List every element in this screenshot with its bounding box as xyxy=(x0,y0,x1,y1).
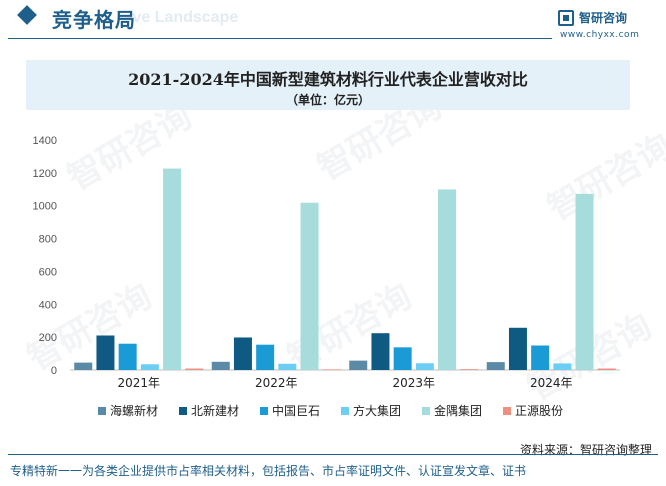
legend-label: 海螺新材 xyxy=(110,403,158,418)
diamond-icon xyxy=(17,5,37,25)
bar-4 xyxy=(553,363,572,370)
y-tick-label: 1000 xyxy=(33,201,57,213)
chart-title: 2021-2024年中国新型建筑材料行业代表企业营收对比 xyxy=(128,70,528,89)
header-ghost-text: ive Landscape xyxy=(128,9,239,26)
bar-1 xyxy=(74,362,93,370)
bar-1 xyxy=(486,362,505,370)
legend-swatch xyxy=(260,407,268,415)
bar-5 xyxy=(163,168,182,370)
y-tick-label: 200 xyxy=(39,332,57,344)
bar-3 xyxy=(256,344,275,370)
y-tick-label: 600 xyxy=(39,266,57,278)
header-divider xyxy=(8,38,552,39)
bar-3 xyxy=(393,347,412,370)
header: ive Landscape 竞争格局 xyxy=(0,0,666,42)
bar-6 xyxy=(322,369,341,370)
bar-4 xyxy=(278,363,297,370)
legend-label: 方大集团 xyxy=(353,403,401,418)
y-tick-label: 0 xyxy=(51,365,57,377)
brand-logo[interactable]: 智研咨询 www.chyxx.com xyxy=(558,9,640,41)
bar-1 xyxy=(211,361,230,370)
bar-chart: 0 200 400 600 800 1000 1200 1400 2021年 2022年 2023年… xyxy=(33,135,620,418)
legend-swatch xyxy=(179,407,187,415)
y-tick-label: 1200 xyxy=(33,168,57,180)
x-tick-label: 2022年 xyxy=(255,376,298,390)
bar-4 xyxy=(415,363,434,370)
bar-6 xyxy=(185,368,204,370)
chart-title-box: 2021-2024年中国新型建筑材料行业代表企业营收对比 （单位：亿元） xyxy=(26,60,630,110)
source-note: 资料来源：智研咨询整理 xyxy=(519,443,652,457)
bar-4 xyxy=(140,364,159,370)
legend-label: 北新建材 xyxy=(191,403,239,418)
x-tick-label: 2023年 xyxy=(392,376,435,390)
logo-name: 智研咨询 xyxy=(579,11,628,25)
bar-6 xyxy=(460,369,479,370)
legend-swatch xyxy=(341,407,349,415)
legend-swatch xyxy=(422,407,430,415)
legend-label: 正源股份 xyxy=(515,404,563,418)
bar-2 xyxy=(96,335,115,370)
footer-divider xyxy=(8,454,658,455)
footer-text: 专精特新一一为各类企业提供市占率相关材料，包括报告、市占率证明文件、认证宣发文章… xyxy=(10,464,527,478)
legend-swatch xyxy=(98,407,106,415)
legend-label: 中国巨石 xyxy=(272,403,320,418)
section-title: 竞争格局 xyxy=(52,8,136,32)
bar-2 xyxy=(371,333,390,370)
y-tick-label: 400 xyxy=(39,299,57,311)
bar-2 xyxy=(233,337,252,370)
chart-unit: （单位：亿元） xyxy=(285,93,370,107)
bar-3 xyxy=(531,345,550,370)
bar-5 xyxy=(300,202,319,370)
y-tick-label: 1400 xyxy=(33,135,57,147)
bar-6 xyxy=(597,368,616,370)
bar-3 xyxy=(118,343,137,370)
x-tick-label: 2021年 xyxy=(117,376,160,390)
logo-icon xyxy=(558,10,574,26)
x-tick-label: 2024年 xyxy=(530,376,573,390)
logo-url: www.chyxx.com xyxy=(560,30,640,40)
bar-1 xyxy=(349,360,368,370)
legend-label: 金隅集团 xyxy=(434,403,482,418)
bar-5 xyxy=(575,193,594,370)
y-tick-label: 800 xyxy=(39,234,57,246)
bar-5 xyxy=(438,189,457,370)
legend-swatch xyxy=(503,407,511,415)
bar-2 xyxy=(508,327,527,370)
